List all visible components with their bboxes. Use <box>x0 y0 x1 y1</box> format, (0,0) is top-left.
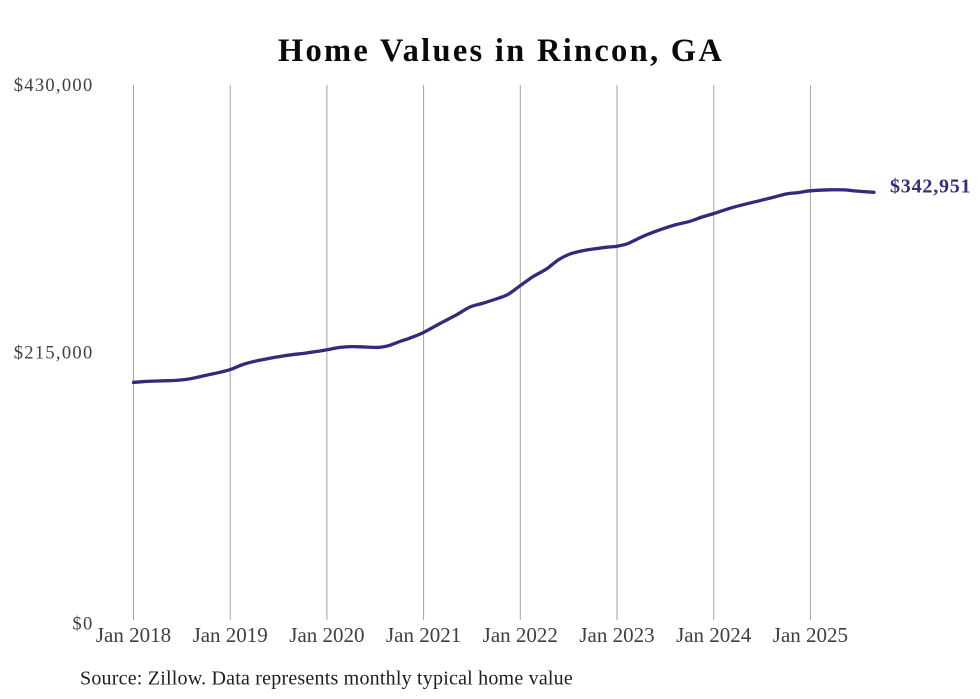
svg-text:$215,000: $215,000 <box>14 343 94 363</box>
svg-text:Source: Zillow. Data represent: Source: Zillow. Data represents monthly … <box>80 667 573 689</box>
svg-text:Jan 2020: Jan 2020 <box>289 623 364 647</box>
svg-text:Jan 2024: Jan 2024 <box>676 623 752 647</box>
svg-text:Jan 2025: Jan 2025 <box>773 623 848 647</box>
svg-text:$342,951: $342,951 <box>890 176 971 198</box>
svg-text:Home Values in Rincon, GA: Home Values in Rincon, GA <box>278 33 724 69</box>
svg-text:Jan 2022: Jan 2022 <box>483 623 558 647</box>
svg-text:Jan 2019: Jan 2019 <box>193 623 268 647</box>
svg-text:$430,000: $430,000 <box>14 76 94 96</box>
svg-text:$0: $0 <box>72 615 93 635</box>
svg-text:Jan 2021: Jan 2021 <box>386 623 461 647</box>
svg-text:Jan 2023: Jan 2023 <box>579 623 654 647</box>
svg-text:Jan 2018: Jan 2018 <box>96 623 171 647</box>
